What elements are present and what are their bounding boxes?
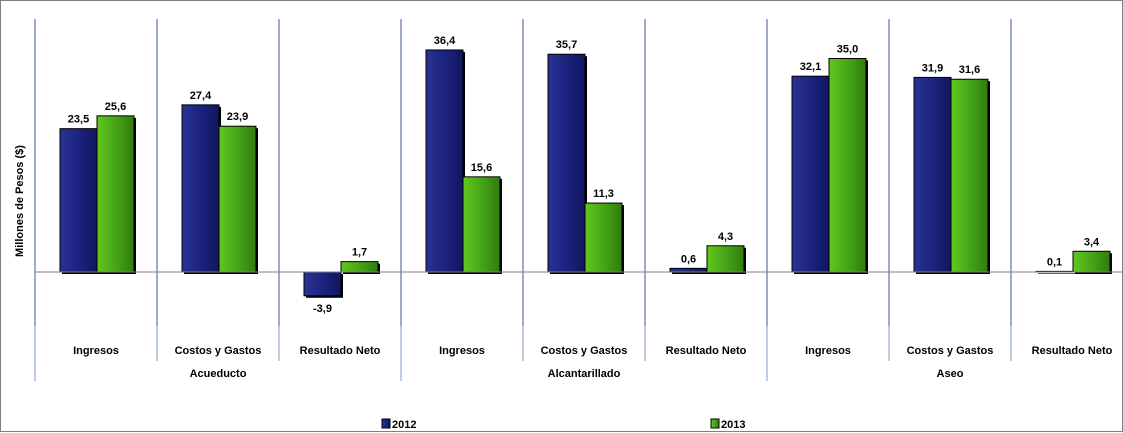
value-label-2012-3: -3,9 <box>313 303 332 315</box>
bar-2013-9 <box>1072 250 1111 273</box>
value-label-2012-4: 36,4 <box>434 35 456 47</box>
bar-2013-3 <box>340 261 379 273</box>
category-label: Resultado Neto <box>666 345 747 357</box>
category-label: Ingresos <box>73 345 119 357</box>
value-label-2013-3: 1,7 <box>352 247 367 259</box>
value-label-2013-6: 4,3 <box>718 231 733 243</box>
category-label: Ingresos <box>439 345 485 357</box>
category-label: Costos y Gastos <box>175 345 262 357</box>
bar-shadow <box>1038 273 1075 274</box>
value-label-2013-7: 35,0 <box>837 44 858 56</box>
bar-2012-5 <box>547 53 586 273</box>
bar-2012-8 <box>913 76 952 273</box>
value-label-2013-8: 31,6 <box>959 64 980 76</box>
category-label: Resultado Neto <box>1032 345 1113 357</box>
value-label-2012-2: 27,4 <box>190 90 212 102</box>
bar-2013-1 <box>96 115 135 273</box>
group-label-acueducto: Acueducto <box>190 368 247 380</box>
value-label-2013-4: 15,6 <box>471 162 492 174</box>
category-label: Resultado Neto <box>300 345 381 357</box>
group-label-alcantarillado: Alcantarillado <box>548 368 621 380</box>
bar-2012-4 <box>425 49 464 273</box>
bar-2012-6 <box>669 267 708 273</box>
category-label: Costos y Gastos <box>541 345 628 357</box>
legend-label-2013: 2013 <box>721 419 745 431</box>
value-label-2013-1: 25,6 <box>105 101 126 113</box>
value-label-2012-7: 32,1 <box>800 61 821 73</box>
category-label: Costos y Gastos <box>907 345 994 357</box>
y-axis-title: Millones de Pesos ($) <box>14 145 26 257</box>
category-label: Ingresos <box>805 345 851 357</box>
bar-2012-3 <box>303 271 342 297</box>
legend-label-2012: 2012 <box>392 419 416 431</box>
legend-swatch-2012 <box>381 418 391 429</box>
value-label-2013-5: 11,3 <box>593 188 614 200</box>
bar-2013-2 <box>218 125 257 273</box>
value-label-2012-1: 23,5 <box>68 114 89 126</box>
legend-swatch-2013 <box>710 418 720 429</box>
value-label-2012-8: 31,9 <box>922 62 943 74</box>
bar-2013-7 <box>828 58 867 273</box>
value-label-2012-6: 0,6 <box>681 253 696 265</box>
value-label-2013-9: 3,4 <box>1084 236 1100 248</box>
group-label-aseo: Aseo <box>937 368 964 380</box>
bar-2012-7 <box>791 75 830 273</box>
bar-2013-4 <box>462 176 501 273</box>
value-label-2012-5: 35,7 <box>556 39 577 51</box>
bar-2013-5 <box>584 202 623 273</box>
value-label-2012-9: 0,1 <box>1047 256 1062 268</box>
bar-2013-8 <box>950 78 989 273</box>
bar-2013-6 <box>706 245 745 273</box>
value-label-2013-2: 23,9 <box>227 111 248 123</box>
bar-2012-2 <box>181 104 220 273</box>
bar-2012-1 <box>59 128 98 273</box>
